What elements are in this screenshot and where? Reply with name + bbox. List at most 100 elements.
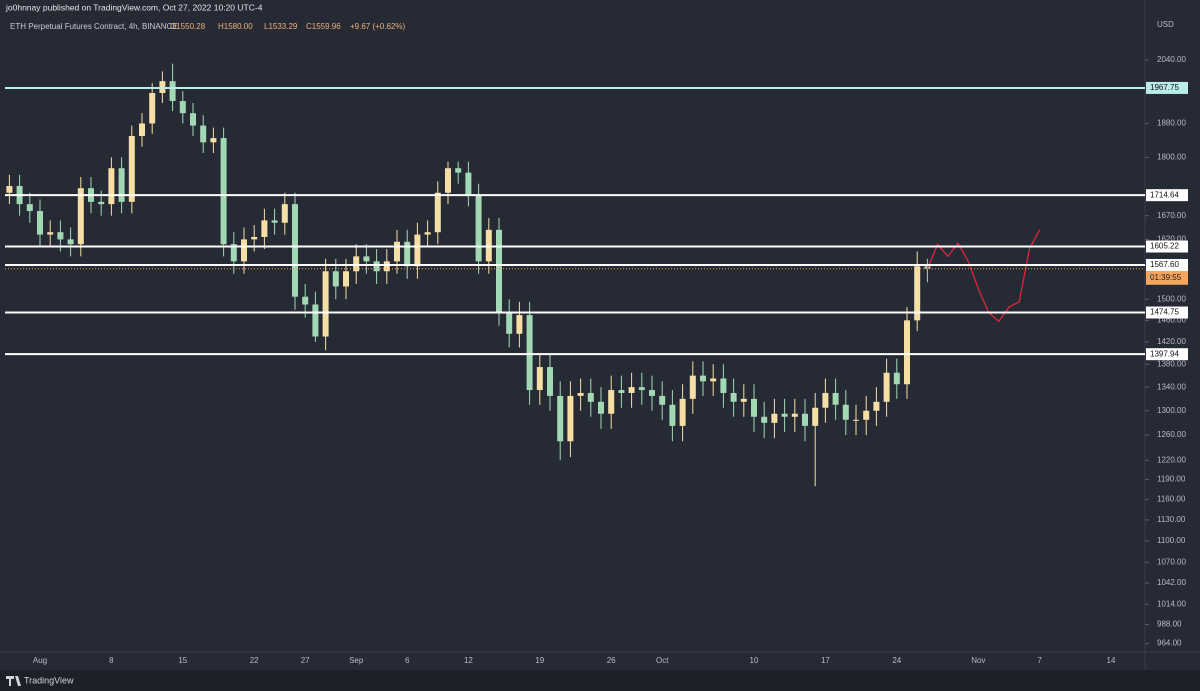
- candle-body: [475, 194, 482, 262]
- level-label: 1397.94: [1150, 349, 1179, 358]
- x-tick-label: Oct: [656, 656, 669, 665]
- candle-body: [230, 244, 237, 262]
- level-label: 1714.64: [1150, 190, 1179, 199]
- candle-body: [241, 239, 247, 262]
- candle-body: [200, 125, 207, 143]
- x-tick-label: Sep: [349, 656, 364, 665]
- candle-body: [689, 375, 696, 399]
- candle-body: [424, 232, 431, 235]
- candle-body: [587, 392, 594, 402]
- ohlc-open: O1550.28: [170, 22, 206, 31]
- candle-body: [700, 375, 706, 382]
- candle-body: [26, 204, 33, 212]
- candle-body: [720, 378, 727, 393]
- candle-body: [914, 266, 921, 321]
- candle-body: [220, 138, 227, 245]
- logo: [6, 676, 21, 686]
- level-box: [1146, 81, 1188, 94]
- y-tick-label: 1800.00: [1157, 152, 1186, 161]
- candle-body: [312, 304, 319, 337]
- candle-body: [465, 172, 472, 195]
- candle-body: [292, 204, 298, 297]
- candle-body: [598, 401, 604, 414]
- candle-body: [659, 395, 666, 405]
- candle-body: [893, 372, 900, 385]
- level-box: [1146, 306, 1188, 319]
- candle-body: [6, 185, 13, 193]
- y-tick-label: 964.00: [1157, 639, 1182, 648]
- x-tick-label: 22: [250, 656, 259, 665]
- candle-body: [363, 256, 370, 262]
- candle-body: [608, 390, 615, 414]
- candle-body: [740, 398, 747, 402]
- y-tick-label: 988.00: [1157, 620, 1182, 629]
- candle-body: [210, 138, 217, 143]
- y-tick-label: 1014.00: [1157, 599, 1186, 608]
- candle-body: [190, 113, 196, 126]
- candle-body: [557, 395, 564, 442]
- candle-body: [547, 367, 553, 396]
- published-line: jo0hnnay published on TradingView.com, O…: [5, 2, 263, 12]
- x-tick-label: 26: [607, 656, 616, 665]
- y-tick-label: 1042.00: [1157, 578, 1186, 587]
- y-tick-label: 1300.00: [1157, 406, 1186, 415]
- candle-body: [37, 211, 43, 235]
- x-tick-label: 14: [1107, 656, 1116, 665]
- level-box: [1146, 189, 1188, 202]
- ohlc-close: C1559.96: [306, 22, 341, 31]
- candle-body: [373, 261, 380, 272]
- candle-body: [853, 419, 859, 421]
- candle-body: [77, 188, 84, 245]
- footer-brand: TradingView: [24, 675, 74, 685]
- level-box: [1146, 258, 1188, 271]
- candle-body: [179, 101, 186, 114]
- candle-body: [47, 232, 54, 235]
- x-tick-label: 7: [1037, 656, 1042, 665]
- ohlc-low: L1533.29: [264, 22, 298, 31]
- candle-body: [353, 256, 360, 272]
- candle-body: [149, 93, 156, 124]
- footer-bar: [0, 670, 1200, 691]
- candle-body: [169, 81, 176, 102]
- candle-body: [414, 234, 421, 267]
- x-tick-label: Aug: [33, 656, 47, 665]
- x-tick-label: Nov: [971, 656, 985, 665]
- candle-body: [842, 404, 849, 420]
- y-tick-label: 1070.00: [1157, 557, 1186, 566]
- candle-body: [536, 367, 543, 391]
- candle-body: [261, 220, 268, 237]
- y-tick-label: 1460.00: [1157, 315, 1186, 324]
- y-tick-label: 1130.00: [1157, 515, 1186, 524]
- x-tick-label: 6: [405, 656, 410, 665]
- candle-body: [822, 392, 829, 408]
- candle-body: [118, 168, 125, 202]
- y-tick-label: 1380.00: [1157, 359, 1186, 368]
- candle-body: [516, 315, 523, 334]
- candle-body: [638, 387, 645, 391]
- candle-body: [618, 390, 625, 393]
- candle-body: [781, 413, 788, 417]
- candle-body: [669, 404, 676, 426]
- y-tick-label: 1880.00: [1157, 119, 1186, 128]
- candle-body: [343, 271, 349, 287]
- ohlc-high: H1580.00: [218, 22, 253, 31]
- candle-body: [434, 192, 441, 233]
- candle-body: [404, 241, 411, 267]
- level-box: [1146, 348, 1188, 361]
- y-tick-label: 1420.00: [1157, 337, 1186, 346]
- candle-body: [281, 204, 288, 223]
- candle-body: [445, 168, 451, 193]
- y-tick-label: 1260.00: [1157, 430, 1186, 439]
- candle-body: [526, 315, 533, 391]
- projection-line: [926, 229, 1041, 323]
- y-tick-label: 1340.00: [1157, 382, 1186, 391]
- candle-body: [139, 123, 145, 136]
- y-tick-label: 1670.00: [1157, 211, 1186, 220]
- candle-body: [67, 239, 74, 245]
- level-box: [1146, 240, 1188, 253]
- candle-body: [322, 271, 329, 337]
- level-label: 1567.60: [1150, 260, 1179, 269]
- currency: USD: [1157, 20, 1174, 29]
